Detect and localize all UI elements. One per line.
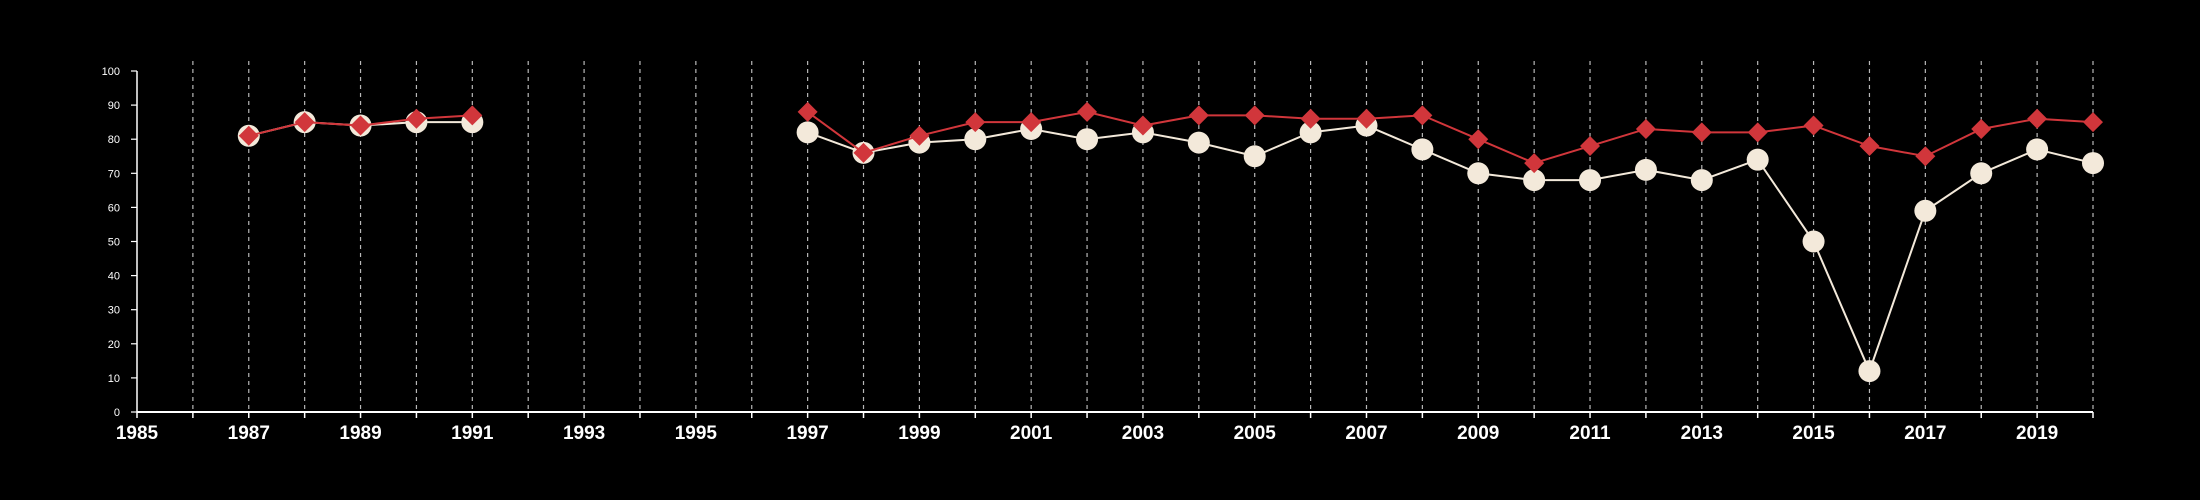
series-1-point: [294, 112, 315, 133]
x-tick-label: 2011: [1569, 423, 1611, 444]
x-tick-label: 2001: [1010, 423, 1053, 444]
x-tick-label: 2007: [1345, 423, 1387, 444]
series-0-point: [1243, 145, 1266, 168]
y-tick-label: 80: [108, 134, 120, 146]
y-tick-label: 70: [108, 168, 120, 180]
series-0-point: [796, 121, 819, 144]
series-1-point: [909, 125, 930, 146]
series-0-point: [1579, 169, 1602, 192]
y-tick-label: 10: [108, 373, 120, 385]
series-1-point: [1691, 122, 1712, 143]
x-tick-label: 2017: [1904, 423, 1946, 444]
series-1-point: [965, 112, 986, 133]
series-1-point: [238, 125, 259, 146]
series-1-point: [1077, 101, 1098, 122]
x-tick-label: 1993: [563, 423, 605, 444]
series-1-point: [1021, 112, 1042, 133]
series-1-point: [350, 115, 371, 136]
series-1-point: [1468, 129, 1489, 150]
series-1-point: [1244, 105, 1265, 126]
y-tick-label: 20: [108, 339, 120, 351]
series-1-point: [1747, 122, 1768, 143]
series-0-point: [1411, 138, 1434, 161]
series-1-point: [1356, 108, 1377, 129]
series-0-point: [1299, 121, 1322, 144]
series-1-point: [1412, 105, 1433, 126]
x-tick-label: 2005: [1234, 423, 1277, 444]
series-0-point: [1802, 230, 1825, 253]
series-1-point: [1300, 108, 1321, 129]
x-tick-label: 1991: [451, 423, 494, 444]
x-tick-label: 1995: [675, 423, 718, 444]
series-0-point: [1970, 162, 1993, 185]
y-tick-label: 100: [102, 66, 120, 78]
series-1-point: [1524, 153, 1545, 174]
series-1-point: [1580, 136, 1601, 157]
y-tick-label: 90: [108, 100, 120, 112]
axes: [131, 70, 2094, 418]
series-0-point: [2082, 152, 2104, 175]
x-tick-label: 2019: [2016, 423, 2058, 444]
series-0-point: [1746, 148, 1769, 171]
x-tick-label: 2009: [1457, 423, 1499, 444]
series-1-point: [462, 105, 483, 126]
y-tick-label: 50: [108, 237, 120, 249]
y-tick-label: 40: [108, 271, 120, 283]
series-1-point: [1132, 115, 1153, 136]
x-tick-label: 2003: [1122, 423, 1164, 444]
series-1-point: [2083, 112, 2103, 133]
series-0-point: [2026, 138, 2049, 161]
series-1-point: [1188, 105, 1209, 126]
y-tick-label: 60: [108, 202, 120, 214]
series-1-point: [2027, 108, 2048, 129]
x-tick-label: 1985: [116, 423, 159, 444]
x-tick-label: 1999: [898, 423, 940, 444]
series-0-point: [1858, 360, 1881, 383]
x-tick-label: 1997: [786, 423, 828, 444]
series-1-point: [406, 108, 427, 129]
x-tick-label: 1989: [339, 423, 381, 444]
series-0-point: [1523, 169, 1546, 192]
series-1-point: [1803, 115, 1824, 136]
series-1-point: [1859, 136, 1880, 157]
tick-labels: 1985 1987 1989 1991 1993 1995 1997 1999 2001 2003…: [102, 66, 2059, 444]
series-1-point: [1971, 118, 1992, 139]
x-tick-label: 1987: [228, 423, 270, 444]
x-tick-label: 2013: [1681, 423, 1723, 444]
y-tick-label: 0: [114, 407, 120, 419]
series-1-point: [1635, 118, 1656, 139]
series-1-point: [853, 142, 874, 163]
series-0-point: [1914, 199, 1937, 222]
series-0-point: [1187, 131, 1210, 154]
y-tick-label: 30: [108, 305, 120, 317]
series-1-point: [1915, 146, 1936, 167]
series-0-point: [964, 128, 987, 151]
series-1-point: [797, 101, 818, 122]
series-0-point: [1690, 169, 1713, 192]
series-0-point: [1076, 128, 1099, 151]
series-0-point: [1634, 158, 1657, 181]
series-layer: [237, 101, 2104, 383]
x-tick-label: 2015: [1792, 423, 1835, 444]
series-0-point: [1467, 162, 1490, 185]
